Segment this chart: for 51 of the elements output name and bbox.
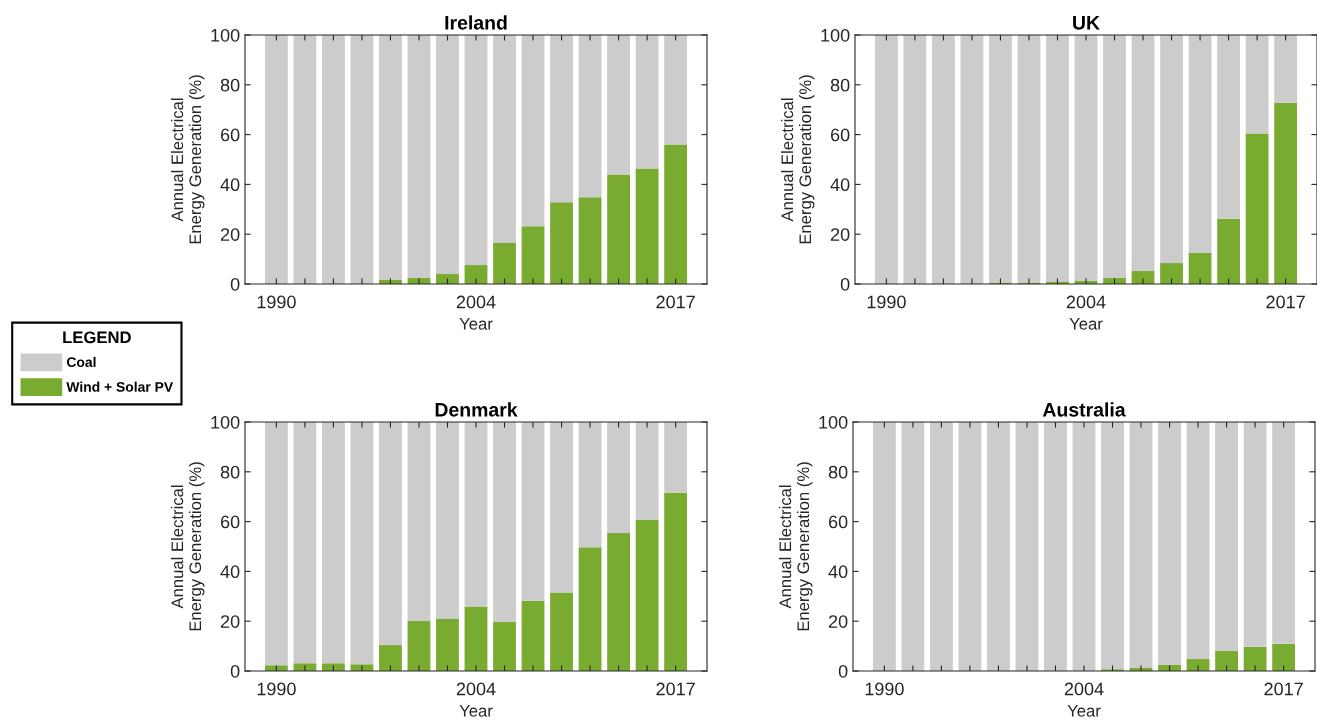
y-tick-label: 100 [211, 28, 240, 42]
y-axis-title: Annual Electrical Energy Generation (%) [170, 75, 205, 244]
y-tick-label: 80 [220, 465, 240, 479]
x-tick-label: 2004 [1064, 682, 1104, 696]
y-tick-label: 20 [220, 615, 240, 628]
x-tick-label: 1990 [257, 682, 296, 696]
x-axis-title: Year [459, 318, 493, 330]
y-tick-label: 20 [828, 615, 848, 628]
y-tick-label: 60 [220, 515, 240, 529]
x-tick-label: 2004 [1066, 295, 1106, 309]
y-tick-label: 40 [828, 565, 848, 579]
legend-label: Coal [66, 356, 96, 368]
x-tick-label: 1990 [865, 682, 904, 696]
x-tick-label: 2004 [456, 295, 496, 309]
y-tick-label: 80 [828, 465, 848, 479]
chart-title: Ireland [445, 15, 507, 30]
y-axis-title: Annual Electrical Energy Generation (%) [170, 462, 205, 631]
x-axis-title: Year [1069, 318, 1103, 330]
y-tick-label: 40 [830, 178, 850, 192]
x-tick-label: 2004 [456, 682, 496, 696]
y-tick-label: 40 [220, 565, 240, 579]
x-axis-title: Year [459, 705, 493, 717]
x-tick-label: 2017 [1264, 682, 1303, 696]
chart-title: Australia [1042, 402, 1126, 417]
x-tick-label: 2017 [656, 682, 695, 696]
y-tick-label: 0 [230, 664, 240, 678]
chart-title: UK [1073, 16, 1100, 30]
legend-label: Wind + Solar PV [66, 381, 174, 392]
y-tick-label: 80 [830, 78, 850, 92]
y-tick-label: 0 [840, 277, 850, 291]
y-tick-label: 100 [211, 415, 240, 429]
y-axis-title: Annual Electrical Energy Generation (%) [780, 75, 815, 244]
y-tick-label: 0 [838, 664, 848, 678]
legend-title: LEGEND [63, 331, 131, 344]
y-tick-label: 60 [830, 128, 850, 142]
y-tick-label: 80 [220, 78, 240, 92]
y-tick-label: 20 [830, 228, 850, 241]
y-tick-label: 0 [230, 277, 240, 291]
y-tick-label: 20 [220, 228, 240, 241]
x-tick-label: 2017 [656, 295, 695, 309]
y-tick-label: 100 [819, 415, 848, 429]
y-tick-label: 60 [220, 128, 240, 142]
x-tick-label: 2017 [1266, 295, 1305, 309]
x-axis-title: Year [1067, 705, 1101, 717]
y-tick-label: 100 [821, 28, 850, 42]
x-tick-label: 1990 [257, 295, 296, 309]
y-tick-label: 60 [828, 515, 848, 529]
chart-title: Denmark [435, 402, 518, 417]
x-tick-label: 1990 [867, 295, 906, 309]
y-tick-label: 40 [220, 178, 240, 192]
y-axis-title: Annual Electrical Energy Generation (%) [778, 462, 813, 631]
